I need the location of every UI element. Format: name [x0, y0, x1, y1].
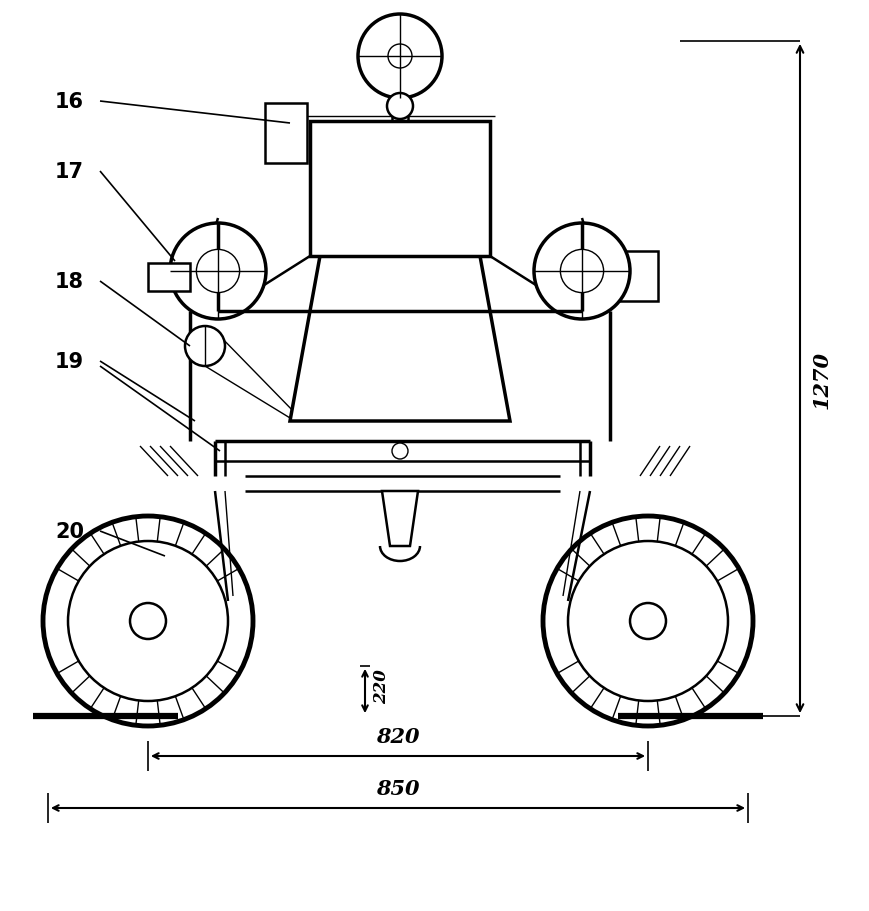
Polygon shape [381, 491, 417, 547]
Text: 220: 220 [373, 669, 389, 703]
Text: 17: 17 [55, 162, 84, 182]
Circle shape [185, 327, 225, 366]
Text: 850: 850 [375, 778, 419, 798]
Circle shape [196, 251, 239, 293]
Bar [309, 122, 489, 257]
Circle shape [357, 15, 441, 99]
Text: 1270: 1270 [811, 350, 831, 408]
Text: 16: 16 [55, 92, 84, 112]
Circle shape [387, 94, 413, 120]
Circle shape [392, 444, 408, 459]
Bar [617, 251, 657, 302]
Text: 20: 20 [55, 521, 84, 541]
Text: 820: 820 [375, 726, 419, 746]
Bar [265, 104, 307, 164]
Bar [148, 263, 189, 292]
Circle shape [542, 517, 753, 726]
Circle shape [68, 541, 228, 701]
Circle shape [129, 603, 166, 640]
Circle shape [629, 603, 666, 640]
Circle shape [388, 45, 412, 69]
Text: 19: 19 [55, 352, 84, 372]
Text: 18: 18 [55, 271, 84, 292]
Circle shape [560, 251, 603, 293]
Circle shape [169, 224, 266, 320]
Circle shape [567, 541, 727, 701]
Polygon shape [289, 257, 509, 422]
Circle shape [43, 517, 253, 726]
Circle shape [534, 224, 629, 320]
